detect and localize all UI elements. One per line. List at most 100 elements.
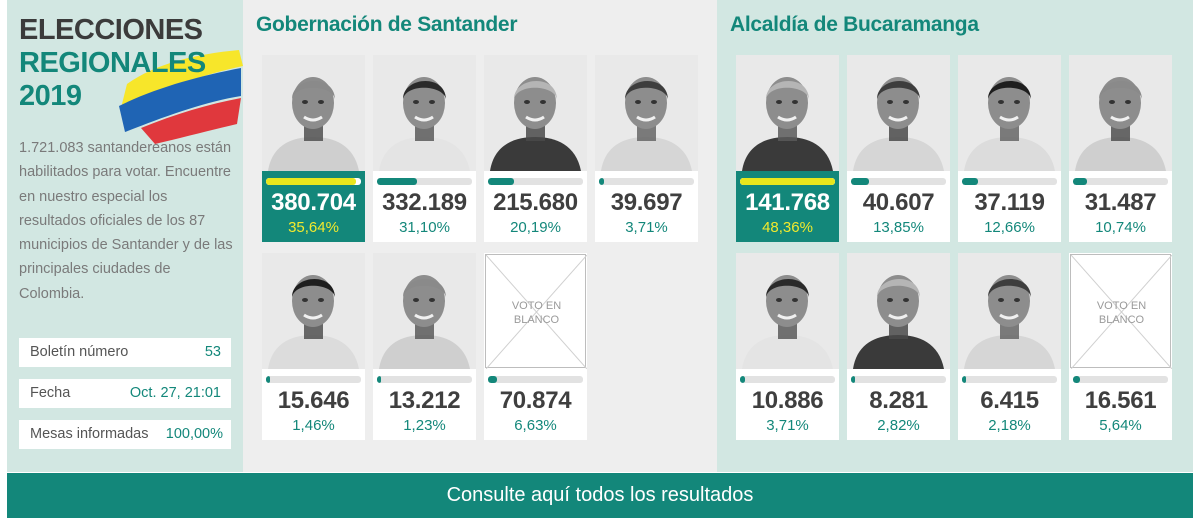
panel-title: Gobernación de Santander bbox=[256, 13, 518, 36]
blank-vote-image: VOTO EN BLANCO bbox=[1069, 253, 1172, 369]
vote-percentage: 3,71% bbox=[625, 219, 668, 236]
vote-share-bar-fill bbox=[1073, 178, 1087, 185]
election-title-block: ELECCIONES REGIONALES 2019 bbox=[19, 14, 243, 144]
vote-percentage: 35,64% bbox=[288, 219, 339, 236]
candidate-photo bbox=[262, 253, 365, 369]
vote-share-bar bbox=[599, 178, 694, 185]
title-line-3: 2019 bbox=[19, 80, 82, 112]
alcaldia-panel: Alcaldía de Bucaramanga 141.768 48,36% 40.… bbox=[717, 0, 1193, 472]
vote-share-bar bbox=[377, 376, 472, 383]
candidate-photo bbox=[958, 55, 1061, 171]
candidate-photo bbox=[484, 55, 587, 171]
candidate-card: 215.680 20,19% bbox=[484, 55, 587, 242]
colombia-flag-brush-icon bbox=[119, 50, 243, 144]
candidate-card: 15.646 1,46% bbox=[262, 253, 365, 440]
view-all-results-button[interactable]: Consulte aquí todos los resultados bbox=[7, 473, 1193, 518]
vote-count: 6.415 bbox=[980, 387, 1039, 414]
candidate-photo bbox=[847, 253, 950, 369]
candidate-photo bbox=[373, 55, 476, 171]
candidate-card: 39.697 3,71% bbox=[595, 55, 698, 242]
candidate-card: 31.487 10,74% bbox=[1069, 55, 1172, 242]
info-label: Fecha bbox=[30, 385, 71, 401]
vote-count: 10.886 bbox=[751, 387, 824, 414]
vote-percentage: 6,63% bbox=[514, 417, 557, 434]
vote-share-bar bbox=[740, 178, 835, 185]
vote-share-bar bbox=[962, 376, 1057, 383]
vote-share-bar bbox=[488, 178, 583, 185]
vote-percentage: 20,19% bbox=[510, 219, 561, 236]
vote-percentage: 1,46% bbox=[292, 417, 335, 434]
candidate-card: 10.886 3,71% bbox=[736, 253, 839, 440]
vote-percentage: 12,66% bbox=[984, 219, 1035, 236]
vote-count: 215.680 bbox=[493, 189, 578, 216]
vote-share-bar-fill bbox=[851, 376, 855, 383]
candidate-card: 8.281 2,82% bbox=[847, 253, 950, 440]
candidate-card: 37.119 12,66% bbox=[958, 55, 1061, 242]
vote-count: 70.874 bbox=[499, 387, 572, 414]
info-label: Mesas informadas bbox=[30, 426, 149, 442]
vote-share-bar-fill bbox=[740, 178, 835, 185]
vote-share-bar-fill bbox=[266, 178, 356, 185]
vote-share-bar bbox=[377, 178, 472, 185]
vote-percentage: 10,74% bbox=[1095, 219, 1146, 236]
vote-share-bar bbox=[851, 376, 946, 383]
vote-share-bar bbox=[266, 376, 361, 383]
candidate-card: 141.768 48,36% bbox=[736, 55, 839, 242]
candidate-photo bbox=[736, 55, 839, 171]
vote-count: 332.189 bbox=[382, 189, 467, 216]
info-label: Boletín número bbox=[30, 344, 129, 360]
vote-percentage: 2,82% bbox=[877, 417, 920, 434]
vote-share-bar-fill bbox=[488, 376, 497, 383]
candidate-photo bbox=[1069, 55, 1172, 171]
intro-text: 1.721.083 santandereanos están habilitad… bbox=[19, 140, 233, 302]
vote-count: 40.607 bbox=[862, 189, 935, 216]
title-line-1: ELECCIONES bbox=[19, 14, 203, 46]
info-tables-reported: Mesas informadas 100,00% bbox=[19, 420, 231, 449]
vote-share-bar-fill bbox=[377, 376, 381, 383]
blank-vote-box: VOTO EN BLANCO bbox=[485, 254, 587, 369]
vote-share-bar bbox=[266, 178, 361, 185]
vote-count: 39.697 bbox=[610, 189, 683, 216]
vote-share-bar-fill bbox=[1073, 376, 1080, 383]
blank-vote-image: VOTO EN BLANCO bbox=[484, 253, 587, 369]
candidate-photo bbox=[847, 55, 950, 171]
candidate-photo bbox=[262, 55, 365, 171]
vote-share-bar bbox=[740, 376, 835, 383]
vote-share-bar-fill bbox=[488, 178, 514, 185]
vote-share-bar-fill bbox=[962, 376, 966, 383]
vote-share-bar-fill bbox=[599, 178, 604, 185]
vote-percentage: 48,36% bbox=[762, 219, 813, 236]
vote-share-bar bbox=[851, 178, 946, 185]
blank-vote-label: VOTO EN BLANCO bbox=[1096, 300, 1147, 326]
vote-count: 37.119 bbox=[974, 189, 1045, 216]
vote-share-bar bbox=[488, 376, 583, 383]
info-date: Fecha Oct. 27, 21:01 bbox=[19, 379, 231, 408]
vote-percentage: 2,18% bbox=[988, 417, 1031, 434]
candidate-card: 332.189 31,10% bbox=[373, 55, 476, 242]
gobernacion-panel: Gobernación de Santander 380.704 35,64% 33… bbox=[243, 0, 717, 472]
sidebar: ELECCIONES REGIONALES 2019 1.721.083 san… bbox=[7, 0, 243, 472]
vote-share-bar-fill bbox=[962, 178, 978, 185]
vote-count: 13.212 bbox=[388, 387, 461, 414]
vote-percentage: 5,64% bbox=[1099, 417, 1142, 434]
info-bulletin: Boletín número 53 bbox=[19, 338, 231, 367]
blank-vote-box: VOTO EN BLANCO bbox=[1070, 254, 1172, 369]
vote-share-bar-fill bbox=[377, 178, 417, 185]
candidate-photo bbox=[736, 253, 839, 369]
candidate-card: 13.212 1,23% bbox=[373, 253, 476, 440]
vote-percentage: 3,71% bbox=[766, 417, 809, 434]
vote-share-bar bbox=[1073, 376, 1168, 383]
candidate-card: 380.704 35,64% bbox=[262, 55, 365, 242]
blank-vote-card: VOTO EN BLANCO 70.874 6,63% bbox=[484, 253, 587, 440]
vote-count: 141.768 bbox=[745, 189, 830, 216]
vote-count: 31.487 bbox=[1084, 189, 1157, 216]
blank-vote-label: VOTO EN BLANCO bbox=[511, 300, 562, 326]
candidate-card: 6.415 2,18% bbox=[958, 253, 1061, 440]
vote-count: 16.561 bbox=[1084, 387, 1157, 414]
vote-count: 380.704 bbox=[271, 189, 356, 216]
vote-count: 8.281 bbox=[869, 387, 928, 414]
info-value: 100,00% bbox=[165, 426, 223, 442]
vote-share-bar-fill bbox=[851, 178, 869, 185]
title-line-2: REGIONALES bbox=[19, 47, 206, 79]
vote-share-bar-fill bbox=[740, 376, 745, 383]
